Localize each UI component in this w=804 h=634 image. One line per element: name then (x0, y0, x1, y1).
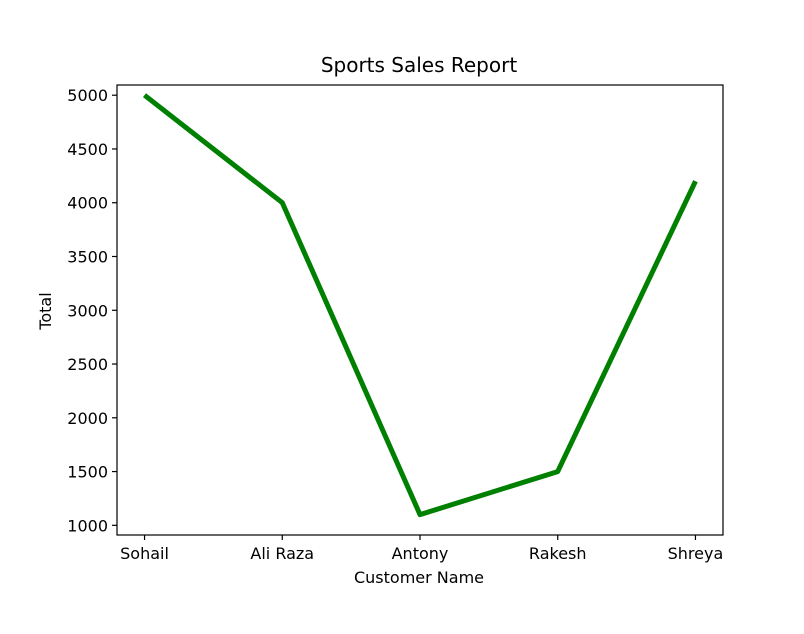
x-tick-label: Ali Raza (250, 544, 314, 563)
x-tick-label: Rakesh (529, 544, 587, 563)
y-tick-label: 4500 (67, 140, 108, 159)
y-tick-label: 3500 (67, 248, 108, 267)
x-tick-label: Sohail (120, 544, 169, 563)
y-tick-label: 2000 (67, 409, 108, 428)
x-tick-label: Antony (392, 544, 449, 563)
x-axis-label: Customer Name (354, 568, 484, 587)
y-tick-label: 3000 (67, 301, 108, 320)
y-axis-label: Total (36, 292, 55, 330)
plot-area: 1000 1500 2000 2500 3000 3500 4000 4500 5000 Soha… (67, 85, 723, 563)
y-tick-label: 1500 (67, 463, 108, 482)
chart-title: Sports Sales Report (321, 53, 518, 77)
y-tick-label: 1000 (67, 516, 108, 535)
y-tick-label: 2500 (67, 355, 108, 374)
y-tick-label: 5000 (67, 86, 108, 105)
y-tick-label: 4000 (67, 194, 108, 213)
series-line (145, 95, 696, 514)
x-tick-label: Shreya (668, 544, 724, 563)
